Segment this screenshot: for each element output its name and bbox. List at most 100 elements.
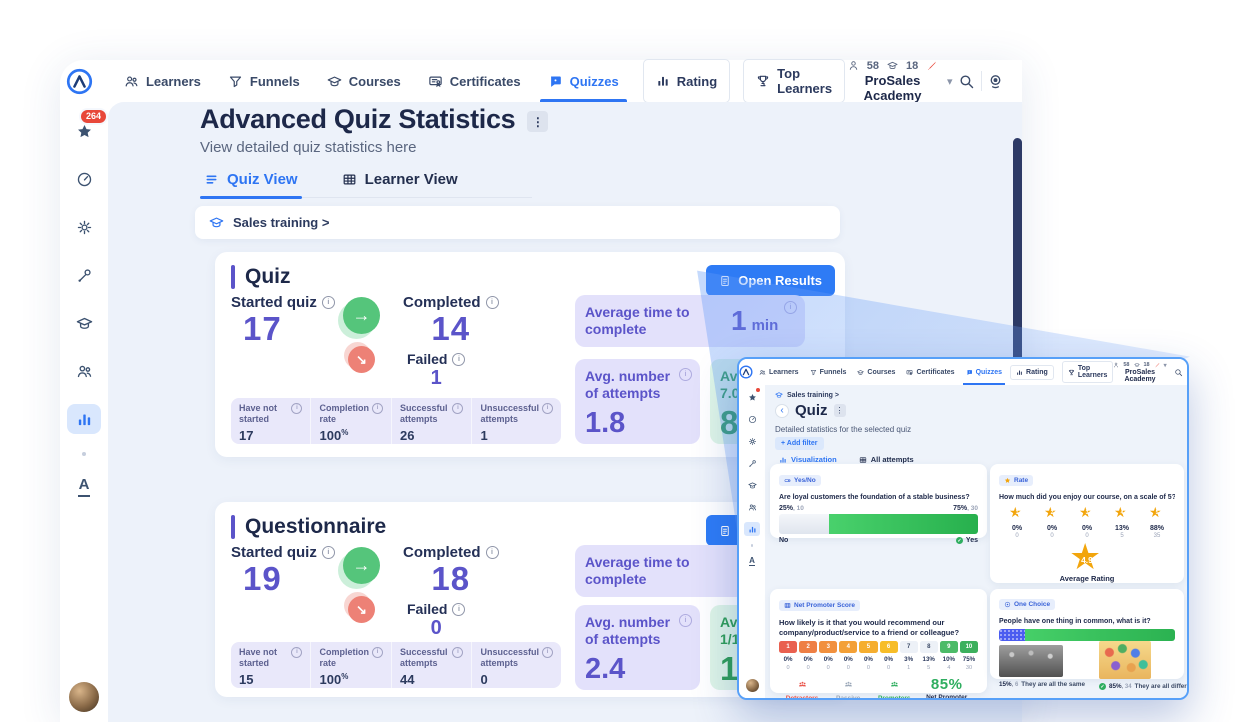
nav-item-funnels[interactable]: Funnels — [810, 359, 847, 385]
sidebar-item-typography[interactable]: A — [67, 472, 101, 502]
tab-quiz-view[interactable]: Quiz View — [200, 165, 302, 197]
info-icon[interactable] — [452, 353, 465, 366]
info-icon[interactable] — [452, 603, 465, 616]
yes-label: Yes — [966, 537, 978, 544]
search-button[interactable] — [953, 64, 981, 98]
nav-buttons: Rating Top Learners — [643, 59, 845, 103]
title-kebab-menu[interactable] — [834, 404, 846, 417]
sidebar-item-learners[interactable] — [67, 356, 101, 386]
info-icon[interactable] — [679, 368, 692, 381]
info-icon[interactable] — [372, 403, 383, 414]
box-label: Average time to complete — [585, 554, 717, 588]
no-label: No — [779, 537, 788, 544]
sidebar-item-learners[interactable] — [744, 500, 760, 514]
stat-have-not-started: Have not started17 — [231, 398, 310, 444]
info-icon[interactable] — [542, 647, 553, 658]
open-results-button[interactable]: Open Results — [706, 265, 835, 296]
info-icon[interactable] — [322, 546, 335, 559]
option1-segment — [999, 629, 1025, 641]
star-icon — [1004, 477, 1011, 484]
nav-item-courses[interactable]: Courses — [327, 60, 401, 102]
nav-item-funnels[interactable]: Funnels — [228, 60, 300, 102]
breadcrumb[interactable]: Sales training > — [775, 391, 839, 399]
nav-item-quizzes[interactable]: Quizzes — [548, 60, 619, 102]
one-choice-bar — [999, 629, 1175, 641]
nav-item-certificates[interactable]: Certificates — [906, 359, 954, 385]
info-icon[interactable] — [291, 647, 302, 658]
nav-item-learners[interactable]: Learners — [759, 359, 799, 385]
info-icon[interactable] — [486, 296, 499, 309]
bar-chart-icon — [76, 411, 93, 428]
info-icon[interactable] — [291, 403, 302, 414]
star-column: 588%35 — [1142, 505, 1172, 539]
nav-item-quizzes[interactable]: Quizzes — [966, 359, 1002, 385]
rating-button[interactable]: Rating — [643, 59, 730, 103]
info-icon[interactable] — [542, 403, 553, 414]
accent-bar — [231, 515, 235, 539]
nav-label: Quizzes — [570, 74, 619, 89]
tab-learner-view[interactable]: Learner View — [338, 165, 462, 197]
title-kebab-menu[interactable] — [527, 111, 548, 132]
top-learners-button[interactable]: Top Learners — [743, 59, 845, 103]
sidebar-item-favorites[interactable] — [744, 390, 760, 404]
sidebar-item-typography[interactable]: A — [744, 555, 760, 569]
sidebar-item-dashboard[interactable] — [744, 412, 760, 426]
courses-count: 18 — [906, 60, 918, 72]
nav-item-courses[interactable]: Courses — [857, 359, 895, 385]
letter-a-icon: A — [78, 477, 91, 497]
top-learners-button[interactable]: Top Learners — [1062, 361, 1114, 383]
info-icon[interactable] — [452, 403, 463, 414]
info-icon[interactable] — [372, 647, 383, 658]
tab-label: Quiz View — [227, 171, 298, 188]
user-avatar[interactable] — [69, 682, 99, 712]
graduation-cap-icon — [209, 215, 224, 230]
sidebar-item-settings[interactable] — [67, 212, 101, 242]
breadcrumb-label: Sales training > — [233, 215, 329, 230]
add-filter-button[interactable]: + Add filter — [775, 437, 824, 450]
options-row: 15%, 6They are all the same 85%, 34They … — [999, 645, 1175, 690]
overlay-title: Quiz — [795, 402, 828, 419]
yes-count: , 30 — [967, 505, 978, 512]
info-icon[interactable] — [452, 647, 463, 658]
brush-icon — [926, 60, 937, 71]
nps-cell: 1 — [779, 641, 797, 653]
average-rating-value: 4.9 — [1069, 540, 1105, 574]
learners-count: 58 — [867, 60, 879, 72]
overlay-nav: Learners Funnels Courses Certificates Qu… — [759, 359, 1002, 385]
sidebar-item-statistics[interactable] — [67, 404, 101, 434]
app-logo[interactable] — [739, 365, 753, 379]
option-same: 15%, 6They are all the same — [999, 645, 1085, 690]
certificate-icon — [906, 369, 913, 376]
sidebar-item-settings[interactable] — [744, 434, 760, 448]
info-icon[interactable] — [679, 614, 692, 627]
back-button[interactable]: ‹ — [775, 404, 789, 418]
info-icon[interactable] — [486, 546, 499, 559]
nav-item-certificates[interactable]: Certificates — [428, 60, 521, 102]
speedometer-icon — [748, 415, 757, 424]
stat-label: Unsuccessful attempts — [480, 403, 539, 425]
app-logo[interactable] — [60, 68, 100, 95]
sidebar-item-favorites[interactable]: 264 — [67, 116, 101, 146]
one-choice-chart-card: One Choice People have one thing in comm… — [990, 589, 1184, 679]
stat-label: Completion rate — [319, 647, 369, 669]
sidebar-item-tools[interactable] — [744, 456, 760, 470]
info-icon[interactable] — [784, 301, 797, 314]
sidebar-item-dashboard[interactable] — [67, 164, 101, 194]
sidebar-item-statistics[interactable] — [744, 522, 760, 536]
nav-item-learners[interactable]: Learners — [124, 60, 201, 102]
academy-switcher[interactable]: 58 18 ProSales Academy ▾ — [845, 60, 953, 103]
info-icon[interactable] — [322, 296, 335, 309]
bar-chart-icon — [1016, 369, 1023, 376]
document-icon — [719, 275, 731, 287]
search-icon[interactable] — [1174, 368, 1183, 377]
sidebar-item-courses[interactable] — [67, 308, 101, 338]
sidebar-item-tools[interactable] — [67, 260, 101, 290]
breadcrumb[interactable]: Sales training > — [195, 206, 840, 239]
sidebar-item-courses[interactable] — [744, 478, 760, 492]
rating-button[interactable]: Rating — [1010, 365, 1054, 380]
academy-switcher[interactable]: 58 18 ▾ ProSales Academy — [1113, 362, 1166, 383]
quiz-icon — [966, 369, 973, 376]
user-avatar[interactable] — [746, 679, 759, 692]
stat-unsuccessful-attempts: Unsuccessful attempts0 — [471, 642, 561, 688]
preview-button[interactable] — [982, 64, 1010, 98]
